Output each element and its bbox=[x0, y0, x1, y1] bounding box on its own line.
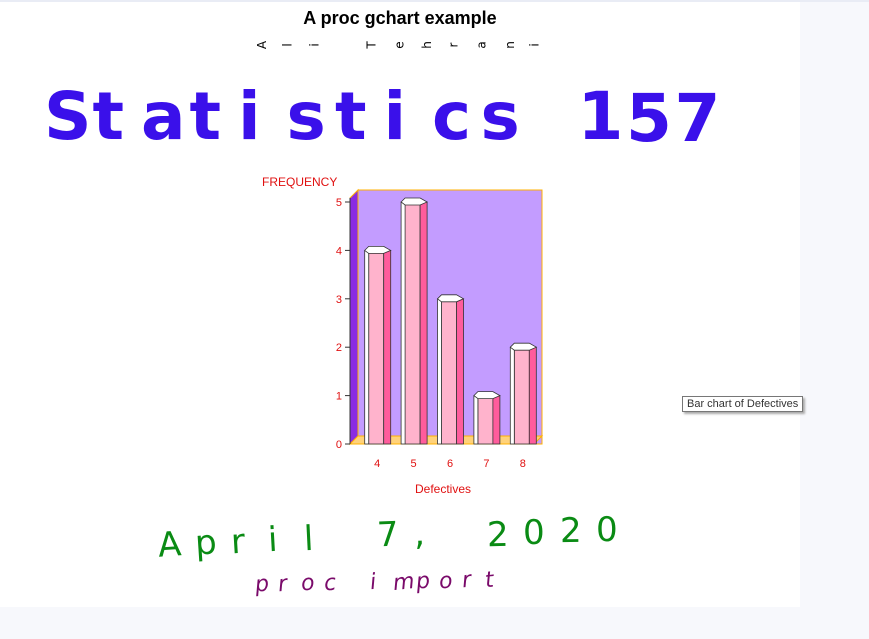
footer-letter: t bbox=[483, 567, 495, 594]
course-letter: 7 bbox=[674, 80, 721, 157]
bar-left-face bbox=[364, 249, 370, 445]
date-letter: 0 bbox=[595, 509, 618, 550]
bar-top bbox=[436, 294, 465, 303]
footer-letter: p bbox=[253, 571, 271, 598]
x-tick-label: 4 bbox=[374, 458, 380, 470]
bar bbox=[513, 346, 530, 445]
x-tick-label: 7 bbox=[483, 458, 489, 470]
bar-right-face bbox=[456, 298, 464, 445]
bar bbox=[477, 395, 494, 445]
date-letter: r bbox=[229, 521, 247, 563]
x-tick-label: 8 bbox=[520, 458, 526, 470]
date-letter: , bbox=[412, 513, 425, 554]
x-tick-label: 6 bbox=[447, 458, 453, 470]
course-letter: t bbox=[92, 78, 125, 155]
bar-top bbox=[400, 197, 428, 206]
bar-left-face bbox=[400, 201, 406, 445]
footer-letter: m bbox=[391, 568, 416, 596]
date-letter: i bbox=[266, 519, 279, 561]
course-letter: 1 bbox=[577, 78, 624, 155]
footer-letter: p bbox=[414, 568, 432, 595]
bar-left-face bbox=[437, 298, 442, 445]
bar bbox=[404, 201, 421, 445]
bar bbox=[368, 249, 385, 445]
footer-letter: o bbox=[437, 568, 454, 595]
date-letter: 2 bbox=[486, 514, 509, 555]
bar-right-face bbox=[492, 395, 501, 445]
bar bbox=[441, 298, 457, 445]
date-letter: 0 bbox=[522, 512, 545, 554]
footer-letter: r bbox=[460, 567, 473, 594]
date-letter: 2 bbox=[559, 511, 582, 552]
y-axis-label: FREQUENCY bbox=[262, 175, 337, 189]
course-letter: s bbox=[286, 78, 326, 155]
y-tick-label: 5 bbox=[336, 197, 342, 209]
y-tick-label: 0 bbox=[336, 439, 342, 451]
date-letter: 7 bbox=[376, 514, 400, 556]
date-letter: p bbox=[193, 522, 218, 565]
bar-right-face bbox=[528, 346, 537, 445]
bar-left-face bbox=[473, 395, 479, 445]
course-letter: a bbox=[141, 78, 186, 155]
course-letter: t bbox=[189, 78, 222, 155]
window-top-edge bbox=[0, 0, 869, 2]
y-tick-label: 1 bbox=[336, 391, 342, 403]
date-letter: l bbox=[303, 518, 315, 559]
course-letter: t bbox=[335, 78, 367, 155]
plot-side-wall bbox=[349, 188, 359, 446]
footer-letter: c bbox=[322, 570, 338, 597]
course-letter: 5 bbox=[626, 80, 672, 157]
chart-tooltip: Bar chart of Defectives bbox=[682, 396, 804, 412]
bar-left-face bbox=[509, 346, 515, 445]
date-letter: A bbox=[156, 524, 183, 566]
y-tick-label: 4 bbox=[336, 245, 342, 257]
bar-top bbox=[509, 342, 538, 351]
course-letter: c bbox=[432, 78, 472, 155]
y-tick-label: 3 bbox=[336, 294, 342, 306]
bar-top bbox=[364, 245, 392, 254]
footer-letter: i bbox=[368, 569, 378, 596]
course-letter: i bbox=[383, 78, 407, 155]
course-letter: i bbox=[238, 78, 261, 155]
y-tick-label: 2 bbox=[336, 342, 342, 354]
course-letter: S bbox=[44, 78, 92, 155]
bar-right-face bbox=[419, 201, 428, 445]
footer-letter: r bbox=[276, 571, 289, 597]
page-title: A proc gchart example bbox=[303, 8, 497, 28]
x-tick-label: 5 bbox=[411, 458, 417, 470]
bar-top bbox=[473, 391, 501, 400]
bar-right-face bbox=[383, 249, 392, 445]
footer-letter: o bbox=[299, 570, 316, 597]
x-axis-label: Defectives bbox=[415, 482, 471, 496]
course-letter: s bbox=[480, 78, 520, 155]
